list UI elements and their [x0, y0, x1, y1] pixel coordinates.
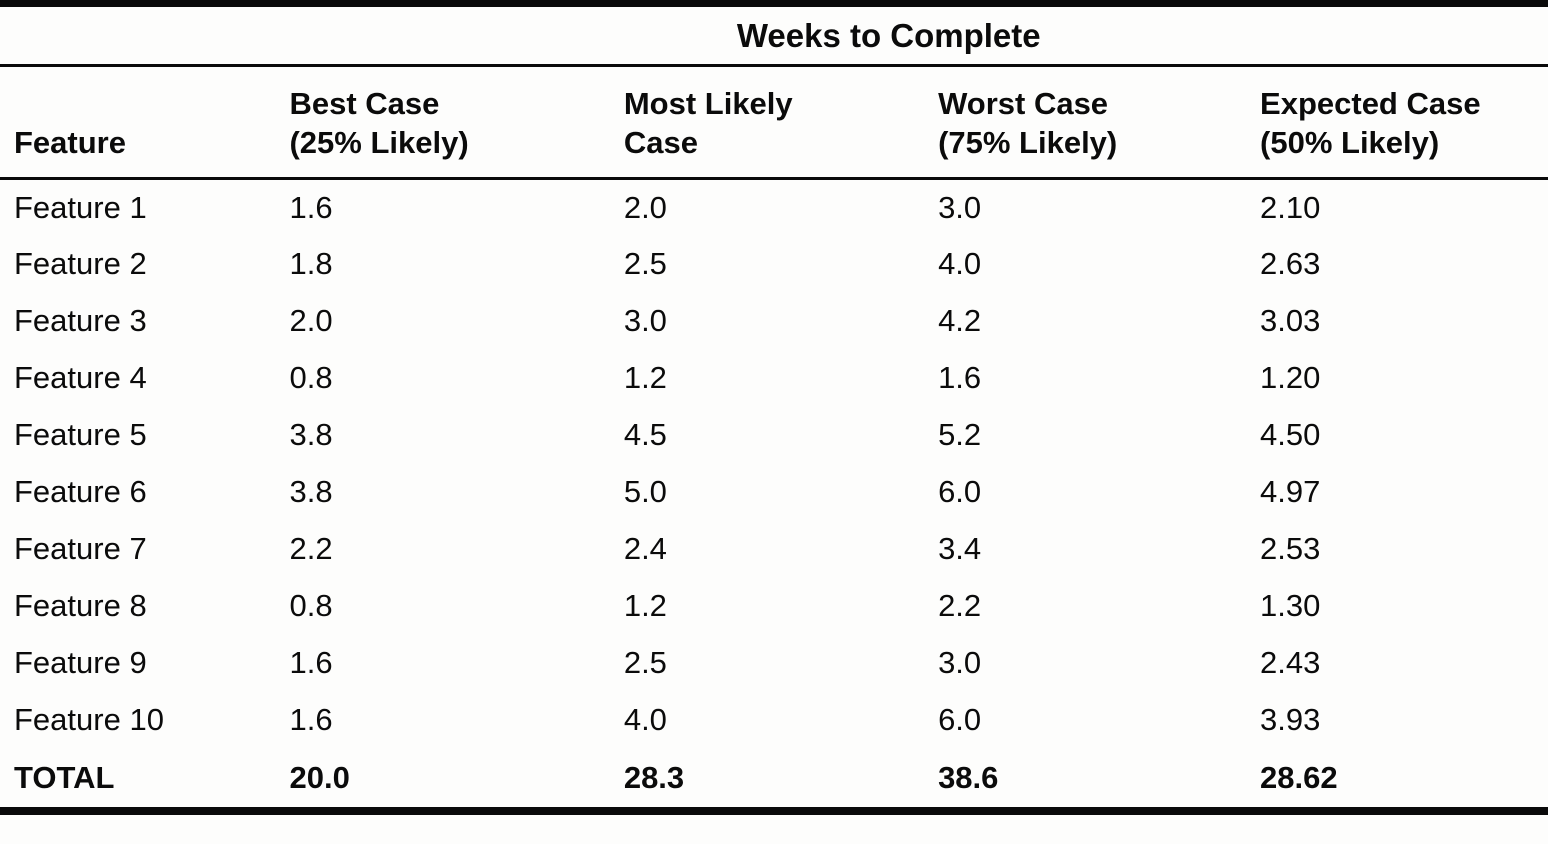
- table-row: Feature 1 1.6 2.0 3.0 2.10: [0, 179, 1548, 236]
- column-header-worst-line1: Worst Case: [938, 85, 1109, 121]
- table-row: Feature 6 3.8 5.0 6.0 4.97: [0, 464, 1548, 521]
- best-value-cell: 1.6: [289, 645, 333, 680]
- table-row: Feature 5 3.8 4.5 5.2 4.50: [0, 407, 1548, 464]
- feature-name-cell: Feature 4: [14, 360, 147, 395]
- column-header-likely-line1: Most Likely: [623, 85, 793, 121]
- feature-name-cell: Feature 8: [14, 588, 147, 623]
- column-header-worst-case: Worst Case (75% Likely): [938, 66, 1260, 179]
- estimation-table: Weeks to Complete Feature Best Case (25%…: [0, 0, 1548, 815]
- likely-value-cell: 1.2: [623, 360, 667, 395]
- worst-value-cell: 6.0: [938, 474, 982, 509]
- best-value-cell: 3.8: [289, 474, 333, 509]
- best-value-cell: 1.8: [289, 246, 333, 281]
- likely-value-cell: 2.5: [623, 246, 667, 281]
- feature-name-cell: Feature 6: [14, 474, 147, 509]
- best-value-cell: 2.2: [289, 531, 333, 566]
- column-header-most-likely: Most Likely Case: [624, 66, 938, 179]
- column-header-worst-line2: (75% Likely): [938, 125, 1118, 161]
- worst-value-cell: 4.0: [938, 246, 982, 281]
- best-value-cell: 0.8: [289, 360, 333, 395]
- likely-value-cell: 2.5: [623, 645, 667, 680]
- table-row: Feature 8 0.8 1.2 2.2 1.30: [0, 578, 1548, 635]
- table-row: Feature 7 2.2 2.4 3.4 2.53: [0, 521, 1548, 578]
- best-value-cell: 1.6: [289, 189, 333, 225]
- column-header-best-line1: Best Case: [289, 85, 440, 121]
- feature-name-cell: Feature 5: [14, 417, 147, 452]
- feature-name-cell: Feature 1: [14, 189, 147, 225]
- likely-value-cell: 4.5: [623, 417, 667, 452]
- feature-name-cell: Feature 3: [14, 303, 147, 338]
- total-best-cell: 20.0: [289, 759, 350, 795]
- likely-value-cell: 4.0: [623, 702, 667, 737]
- likely-value-cell: 1.2: [623, 588, 667, 623]
- table-body: Feature 1 1.6 2.0 3.0 2.10 Feature 2 1.8 2.5 4.0…: [0, 179, 1548, 811]
- column-header-expected-line2: (50% Likely): [1260, 125, 1440, 161]
- spanner-spacer: [0, 4, 289, 66]
- best-value-cell: 2.0: [289, 303, 333, 338]
- worst-value-cell: 6.0: [938, 702, 982, 737]
- expected-value-cell: 2.53: [1260, 531, 1321, 566]
- expected-value-cell: 3.93: [1260, 702, 1321, 737]
- table-row: Feature 2 1.8 2.5 4.0 2.63: [0, 236, 1548, 293]
- worst-value-cell: 3.4: [938, 531, 982, 566]
- expected-value-cell: 4.50: [1260, 417, 1321, 452]
- total-expected-cell: 28.62: [1260, 759, 1338, 795]
- expected-value-cell: 3.03: [1260, 303, 1321, 338]
- feature-name-cell: Feature 7: [14, 531, 147, 566]
- column-header-likely-line2: Case: [623, 125, 698, 161]
- worst-value-cell: 1.6: [938, 360, 982, 395]
- worst-value-cell: 4.2: [938, 303, 982, 338]
- likely-value-cell: 2.0: [623, 189, 667, 225]
- column-header-feature: Feature: [0, 66, 289, 179]
- column-header-feature-label: Feature: [14, 125, 126, 161]
- table-row: Feature 10 1.6 4.0 6.0 3.93: [0, 692, 1548, 749]
- expected-value-cell: 1.20: [1260, 360, 1321, 395]
- feature-name-cell: Feature 2: [14, 246, 147, 281]
- total-worst-cell: 38.6: [938, 759, 999, 795]
- total-likely-cell: 28.3: [623, 759, 685, 795]
- expected-value-cell: 2.43: [1260, 645, 1321, 680]
- expected-value-cell: 1.30: [1260, 588, 1321, 623]
- table-row: Feature 4 0.8 1.2 1.6 1.20: [0, 350, 1548, 407]
- table-row: Feature 9 1.6 2.5 3.0 2.43: [0, 635, 1548, 692]
- likely-value-cell: 3.0: [623, 303, 667, 338]
- column-header-best-line2: (25% Likely): [289, 125, 469, 161]
- worst-value-cell: 2.2: [938, 588, 982, 623]
- total-row: TOTAL 20.0 28.3 38.6 28.62: [0, 749, 1548, 811]
- header-row: Feature Best Case (25% Likely) Most Like…: [0, 66, 1548, 179]
- worst-value-cell: 5.2: [938, 417, 982, 452]
- feature-name-cell: Feature 10: [14, 702, 164, 737]
- likely-value-cell: 2.4: [623, 531, 667, 566]
- best-value-cell: 3.8: [289, 417, 333, 452]
- column-header-expected-case: Expected Case (50% Likely): [1260, 66, 1548, 179]
- column-header-best-case: Best Case (25% Likely): [289, 66, 623, 179]
- table-row: Feature 3 2.0 3.0 4.2 3.03: [0, 293, 1548, 350]
- worst-value-cell: 3.0: [938, 645, 982, 680]
- total-label-cell: TOTAL: [14, 759, 115, 795]
- best-value-cell: 0.8: [289, 588, 333, 623]
- feature-name-cell: Feature 9: [14, 645, 147, 680]
- likely-value-cell: 5.0: [623, 474, 667, 509]
- worst-value-cell: 3.0: [938, 189, 982, 225]
- spanner-row: Weeks to Complete: [0, 4, 1548, 66]
- table-title: Weeks to Complete: [736, 16, 1041, 54]
- expected-value-cell: 4.97: [1260, 474, 1321, 509]
- best-value-cell: 1.6: [289, 702, 333, 737]
- expected-value-cell: 2.63: [1260, 246, 1321, 281]
- column-header-expected-line1: Expected Case: [1260, 85, 1481, 121]
- expected-value-cell: 2.10: [1260, 189, 1321, 225]
